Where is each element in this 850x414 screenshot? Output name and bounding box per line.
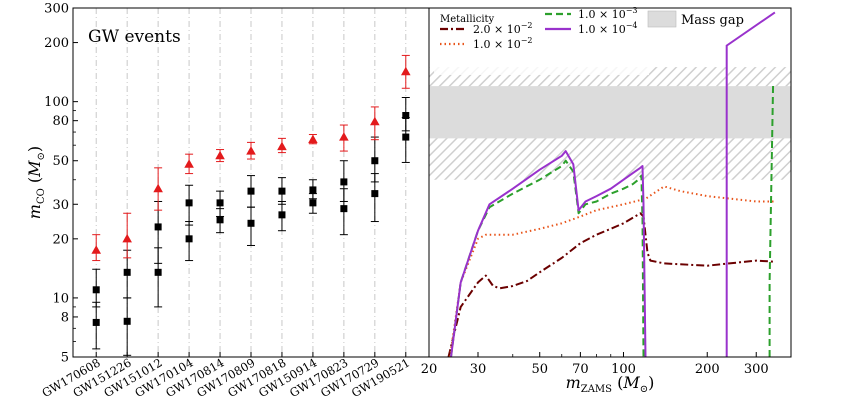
data-point-triangle bbox=[400, 66, 411, 76]
data-point-square bbox=[154, 223, 162, 231]
data-point-triangle bbox=[246, 146, 256, 155]
x-axis-label: mZAMS (M⊙) bbox=[566, 373, 655, 395]
legend-label: 1.0 × 10−3 bbox=[578, 6, 638, 21]
curve-z-2 bbox=[450, 159, 645, 357]
y-tick-label: 5 bbox=[61, 351, 69, 366]
y-tick-label: 8 bbox=[61, 310, 69, 325]
data-point-square bbox=[216, 216, 224, 224]
x-tick-label: 300 bbox=[744, 362, 769, 377]
legend-label: 2.0 × 10−2 bbox=[473, 21, 533, 36]
legend-title: Metallicity bbox=[440, 14, 495, 25]
data-point-square bbox=[92, 318, 100, 326]
data-point-square bbox=[340, 178, 348, 186]
y-tick-label: 10 bbox=[52, 291, 69, 306]
series-square-markers bbox=[92, 96, 410, 356]
data-point-square bbox=[278, 187, 286, 195]
metallicity-curves bbox=[447, 11, 776, 357]
data-point-square bbox=[278, 211, 286, 219]
y-tick-label: 30 bbox=[52, 198, 69, 213]
data-point-square bbox=[247, 187, 255, 195]
data-point-triangle bbox=[277, 141, 287, 151]
series-triangle-markers bbox=[91, 54, 411, 262]
left-panel-title: GW events bbox=[88, 27, 181, 47]
y-tick-label: 100 bbox=[44, 95, 69, 110]
data-point-triangle bbox=[215, 150, 225, 160]
y-tick-label: 50 bbox=[52, 154, 69, 169]
data-point-square bbox=[92, 286, 100, 294]
data-point-triangle bbox=[91, 245, 102, 254]
data-point-square bbox=[371, 190, 379, 198]
data-point-triangle bbox=[153, 183, 163, 193]
legend-label: 1.0 × 10−4 bbox=[578, 21, 638, 36]
data-point-square bbox=[185, 235, 193, 243]
y-tick-label: 200 bbox=[44, 36, 69, 51]
legend-mass-gap-swatch bbox=[647, 10, 677, 28]
data-point-triangle bbox=[184, 159, 194, 168]
right-panel-frame bbox=[428, 7, 792, 358]
x-tick-label: 70 bbox=[572, 362, 589, 377]
x-tick-label: 30 bbox=[470, 362, 487, 377]
data-point-square bbox=[371, 157, 379, 165]
y-tick-label: 20 bbox=[52, 232, 69, 247]
data-point-square bbox=[216, 199, 224, 207]
data-point-square bbox=[123, 317, 131, 325]
x-tick-label: 20 bbox=[421, 362, 438, 377]
data-point-square bbox=[340, 205, 348, 213]
curve-z-1 bbox=[449, 185, 775, 357]
y-tick-label: 300 bbox=[44, 2, 69, 17]
legend-label: 1.0 × 10−2 bbox=[473, 36, 533, 51]
mass-gap-region bbox=[429, 86, 791, 139]
legend-mass-gap-label: Mass gap bbox=[681, 13, 744, 28]
data-point-square bbox=[154, 268, 162, 276]
y-tick-label: 80 bbox=[52, 114, 69, 129]
x-tick-label: 200 bbox=[695, 362, 720, 377]
data-point-square bbox=[247, 219, 255, 227]
data-point-triangle bbox=[370, 116, 380, 126]
data-point-triangle bbox=[339, 132, 349, 141]
data-point-square bbox=[185, 199, 193, 207]
data-point-square bbox=[309, 186, 317, 194]
curve-z-0 bbox=[447, 212, 775, 357]
y-axis-label: mCO (M⊙) bbox=[25, 146, 47, 219]
data-point-triangle bbox=[308, 134, 318, 144]
data-point-triangle bbox=[122, 233, 132, 243]
curve-segment bbox=[768, 83, 775, 357]
data-point-square bbox=[402, 111, 410, 119]
curve-z-3 bbox=[450, 150, 647, 357]
data-point-square bbox=[402, 133, 410, 141]
x-tick-label: 50 bbox=[531, 362, 548, 377]
curve-segment bbox=[725, 11, 776, 357]
legend-box bbox=[434, 11, 649, 75]
data-point-square bbox=[123, 268, 131, 276]
data-point-square bbox=[309, 199, 317, 207]
x-tick-label: 100 bbox=[611, 362, 636, 377]
